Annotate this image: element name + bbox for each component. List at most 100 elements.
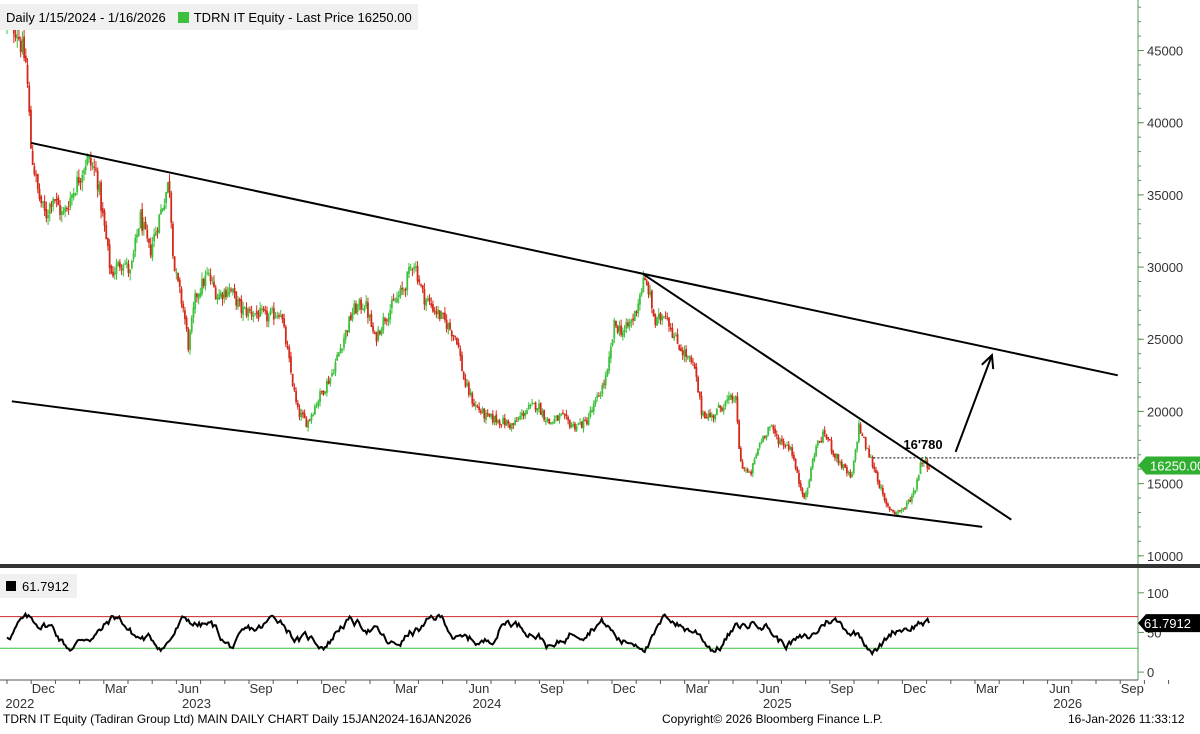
candle-body [414, 266, 417, 268]
candle-body [319, 391, 321, 402]
candle-body [608, 356, 611, 371]
candle-body [488, 413, 491, 417]
candle-body [897, 510, 900, 513]
candle-body [170, 192, 173, 223]
candle-body [214, 287, 217, 300]
candle-body [21, 39, 24, 53]
candle-body [688, 356, 691, 358]
candle-body [295, 390, 297, 402]
candle-body [137, 228, 140, 236]
breakout-arrow-head-icon [981, 352, 995, 370]
candle-body [625, 322, 628, 329]
candle-body [637, 303, 640, 314]
candle-body [346, 330, 349, 332]
candle-body [358, 299, 361, 306]
candle-body [567, 416, 569, 421]
candle-body [332, 373, 335, 375]
candle-body [589, 410, 592, 417]
candle-body [509, 424, 511, 428]
candle-body [444, 312, 446, 320]
candle-body [291, 373, 294, 387]
candle-body [733, 400, 735, 402]
rsi-tick-label: 0 [1147, 665, 1154, 680]
candle-body [806, 487, 809, 495]
candle-body [668, 317, 670, 327]
candle-body [408, 266, 410, 274]
candle-body [673, 335, 676, 339]
candle-body [274, 316, 277, 319]
last-price-label: 16250.00 [1150, 459, 1200, 474]
candle-body [279, 315, 282, 317]
candle-body [149, 244, 152, 256]
candle-body [252, 315, 255, 318]
candle-body [769, 427, 771, 429]
candle-body [618, 325, 621, 332]
candle-body [45, 209, 48, 219]
candle-body [630, 320, 633, 323]
candle-body [767, 426, 770, 436]
candle-body [267, 315, 270, 322]
candle-body [810, 468, 812, 481]
candle-body [322, 390, 325, 395]
candle-body [734, 395, 737, 400]
series-label: TDRN IT Equity - Last Price 16250.00 [193, 9, 412, 25]
candle-body [390, 299, 393, 309]
candle-body [177, 272, 179, 281]
candle-body [851, 474, 853, 478]
x-tick-label: Dec [613, 681, 637, 696]
candle-body [190, 317, 193, 332]
candle-body [428, 297, 431, 302]
candle-body [712, 415, 715, 418]
candle-body [490, 413, 493, 418]
candle-body [748, 471, 751, 473]
candle-body [334, 362, 337, 373]
x-tick-label: Jun [759, 681, 780, 696]
candle-body [259, 307, 262, 317]
candle-body [816, 440, 819, 446]
candle-body [902, 508, 905, 510]
candle-body [42, 201, 44, 203]
candle-body [792, 454, 795, 460]
candle-body [120, 268, 123, 270]
candle-body [895, 511, 898, 515]
candle-body [454, 335, 457, 338]
period-label: Daily 1/15/2024 - 1/16/2026 [6, 9, 166, 25]
rsi-last-tag [1138, 614, 1200, 633]
candle-body [820, 440, 823, 442]
candle-body [828, 439, 831, 441]
candle-body [890, 509, 893, 511]
candle-body [31, 150, 34, 166]
candle-body [440, 312, 443, 319]
candle-body [642, 277, 645, 293]
candle-body [254, 313, 256, 315]
candle-body [344, 329, 347, 340]
candle-body [705, 417, 708, 419]
candle-body [724, 401, 727, 407]
candle-body [450, 330, 453, 337]
candle-body [421, 285, 424, 290]
candle-body [447, 323, 450, 330]
candle-body [681, 350, 684, 355]
candle-body [153, 234, 156, 242]
candle-body [857, 423, 860, 442]
candle-body [579, 422, 581, 424]
candle-body [664, 316, 667, 318]
y-tick-label: 40000 [1147, 116, 1183, 131]
candle-body [900, 510, 903, 512]
candle-body [871, 456, 874, 467]
candle-body [491, 414, 494, 423]
candle-body [500, 424, 503, 426]
x-tick-label: Sep [540, 681, 563, 696]
candle-body [83, 170, 85, 174]
candle-body [396, 297, 398, 303]
candle-body [657, 314, 660, 319]
candle-body [916, 479, 918, 490]
candle-body [601, 384, 604, 395]
candle-body [556, 415, 559, 421]
x-tick-label: Sep [250, 681, 273, 696]
candle-body [568, 419, 571, 428]
candle-body [303, 413, 306, 419]
candle-body [787, 444, 790, 450]
candle-body [105, 225, 108, 239]
candle-body [69, 197, 72, 208]
